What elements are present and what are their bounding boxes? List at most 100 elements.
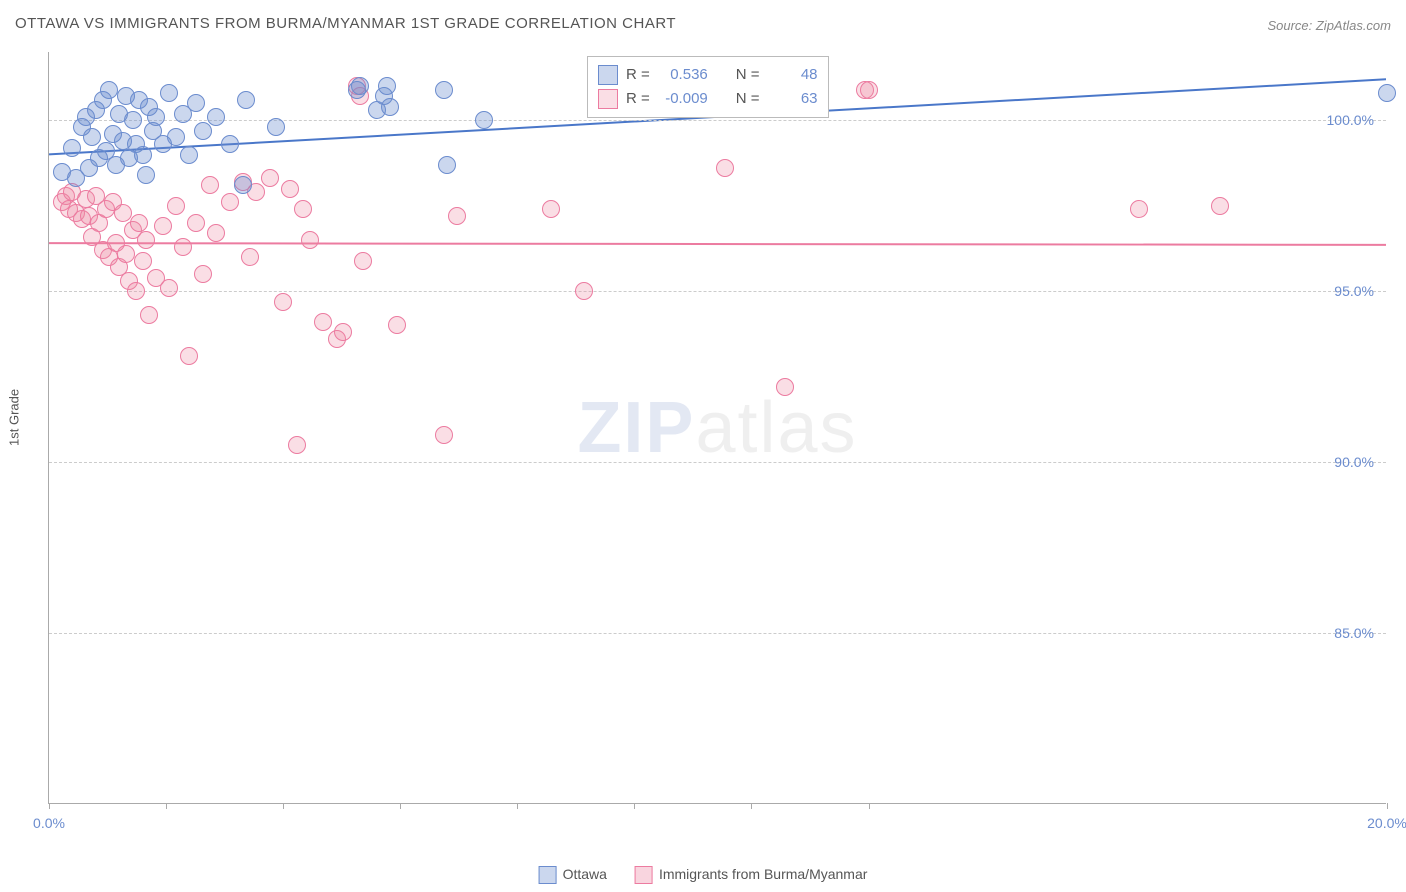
legend-square-icon [539, 866, 557, 884]
x-tick-label: 0.0% [33, 815, 65, 831]
data-point [127, 282, 145, 300]
r-value: -0.009 [658, 87, 708, 111]
data-point [140, 306, 158, 324]
data-point [281, 180, 299, 198]
data-point [134, 146, 152, 164]
n-value: 63 [768, 87, 818, 111]
data-point [130, 214, 148, 232]
data-point [180, 347, 198, 365]
data-point [194, 122, 212, 140]
x-tick [283, 803, 284, 809]
x-tick [1387, 803, 1388, 809]
gridline [49, 462, 1386, 463]
x-tick [751, 803, 752, 809]
data-point [63, 139, 81, 157]
data-point [294, 200, 312, 218]
data-point [351, 77, 369, 95]
x-tick [517, 803, 518, 809]
data-point [860, 81, 878, 99]
data-point [288, 436, 306, 454]
legend-square-icon [598, 89, 618, 109]
data-point [435, 426, 453, 444]
data-point [274, 293, 292, 311]
data-point [475, 111, 493, 129]
plot-area: ZIPatlas R =0.536N =48R =-0.009N =63 85.… [48, 52, 1386, 804]
watermark-part2: atlas [695, 388, 857, 468]
gridline [49, 291, 1386, 292]
data-point [167, 197, 185, 215]
data-point [438, 156, 456, 174]
data-point [187, 94, 205, 112]
gridline [49, 120, 1386, 121]
data-point [160, 84, 178, 102]
data-point [542, 200, 560, 218]
data-point [207, 108, 225, 126]
data-point [261, 169, 279, 187]
legend-label: Ottawa [563, 866, 607, 882]
data-point [221, 193, 239, 211]
legend-item: Ottawa [539, 866, 607, 884]
chart-title: OTTAWA VS IMMIGRANTS FROM BURMA/MYANMAR … [15, 15, 676, 32]
data-point [160, 279, 178, 297]
data-point [174, 238, 192, 256]
n-label: N = [736, 87, 760, 111]
data-point [137, 166, 155, 184]
n-label: N = [736, 63, 760, 87]
data-point [134, 252, 152, 270]
legend-label: Immigrants from Burma/Myanmar [659, 866, 867, 882]
pink-trend-line [49, 243, 1386, 245]
data-point [117, 245, 135, 263]
r-label: R = [626, 63, 650, 87]
source-text: ZipAtlas.com [1316, 18, 1391, 33]
stats-box: R =0.536N =48R =-0.009N =63 [587, 56, 829, 118]
gridline [49, 633, 1386, 634]
data-point [388, 316, 406, 334]
data-point [435, 81, 453, 99]
stats-row: R = -0.009 N = 63 [598, 87, 818, 111]
data-point [194, 265, 212, 283]
data-point [1378, 84, 1396, 102]
data-point [301, 231, 319, 249]
x-tick [634, 803, 635, 809]
data-point [221, 135, 239, 153]
r-label: R = [626, 87, 650, 111]
data-point [187, 214, 205, 232]
data-point [237, 91, 255, 109]
data-point [201, 176, 219, 194]
source-prefix: Source: [1267, 18, 1315, 33]
x-tick [869, 803, 870, 809]
data-point [267, 118, 285, 136]
data-point [776, 378, 794, 396]
x-tick [49, 803, 50, 809]
legend-item: Immigrants from Burma/Myanmar [635, 866, 867, 884]
data-point [124, 111, 142, 129]
data-point [154, 217, 172, 235]
data-point [1130, 200, 1148, 218]
data-point [100, 81, 118, 99]
r-value: 0.536 [658, 63, 708, 87]
data-point [147, 108, 165, 126]
y-tick-label: 100.0% [1327, 112, 1374, 128]
legend-square-icon [635, 866, 653, 884]
y-tick-label: 95.0% [1334, 283, 1374, 299]
watermark-part1: ZIP [577, 388, 695, 468]
stats-row: R =0.536N =48 [598, 63, 818, 87]
data-point [354, 252, 372, 270]
x-tick-label: 20.0% [1367, 815, 1406, 831]
data-point [241, 248, 259, 266]
y-tick-label: 90.0% [1334, 454, 1374, 470]
data-point [180, 146, 198, 164]
legend: Ottawa Immigrants from Burma/Myanmar [539, 866, 868, 884]
y-tick-label: 85.0% [1334, 625, 1374, 641]
data-point [167, 128, 185, 146]
data-point [378, 77, 396, 95]
data-point [114, 204, 132, 222]
data-point [137, 231, 155, 249]
data-point [334, 323, 352, 341]
data-point [381, 98, 399, 116]
data-point [575, 282, 593, 300]
data-point [1211, 197, 1229, 215]
y-axis-label: 1st Grade [7, 389, 22, 446]
source-label: Source: ZipAtlas.com [1267, 18, 1391, 33]
data-point [234, 176, 252, 194]
